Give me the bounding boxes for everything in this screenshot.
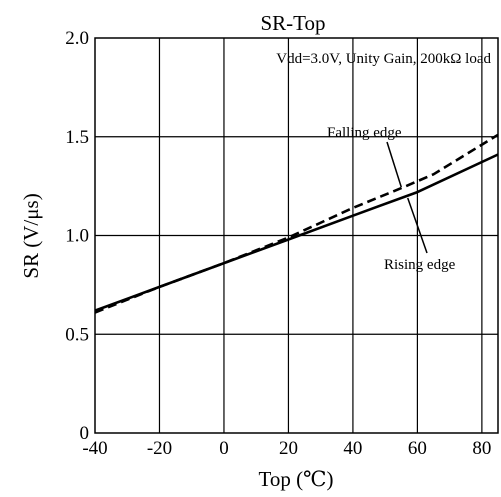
x-tick-label: -20 <box>147 438 172 459</box>
series-line-rising-edge <box>94 153 499 312</box>
x-tick-label: 20 <box>279 438 298 459</box>
grid-lines <box>95 38 498 433</box>
y-tick-label: 2.0 <box>65 28 89 49</box>
x-tick-label: 40 <box>343 438 362 459</box>
x-tick-label: -40 <box>82 438 107 459</box>
annotations: Falling edge Rising edge <box>327 125 456 273</box>
y-tick-label: 1.0 <box>65 226 89 247</box>
x-tick-label: 0 <box>219 438 229 459</box>
series-line-falling-edge <box>94 133 499 314</box>
plot-frame <box>94 37 499 434</box>
x-axis-label: Top (℃) <box>258 467 333 491</box>
x-tick-label: 60 <box>408 438 427 459</box>
annotation-rising-edge-label: Rising edge <box>384 257 456 273</box>
annotation-falling-edge-label: Falling edge <box>327 125 402 141</box>
test-conditions-label: Vdd=3.0V, Unity Gain, 200kΩ load <box>276 51 491 67</box>
chart-title: SR-Top <box>260 11 325 35</box>
annotation-rising-edge-leader <box>407 197 428 254</box>
y-tick-label: 1.5 <box>65 127 89 148</box>
y-tick-label: 0.5 <box>65 324 89 345</box>
y-tick-labels: 0 0.5 1.0 1.5 2.0 <box>65 28 89 444</box>
annotation-falling-edge-leader <box>386 141 402 188</box>
x-tick-label: 80 <box>472 438 491 459</box>
x-tick-labels: -40 -20 0 20 40 60 80 <box>82 438 491 459</box>
y-axis-label: SR (V/μs) <box>19 193 43 278</box>
series-lines <box>94 133 499 314</box>
y-tick-label: 0 <box>80 423 90 444</box>
